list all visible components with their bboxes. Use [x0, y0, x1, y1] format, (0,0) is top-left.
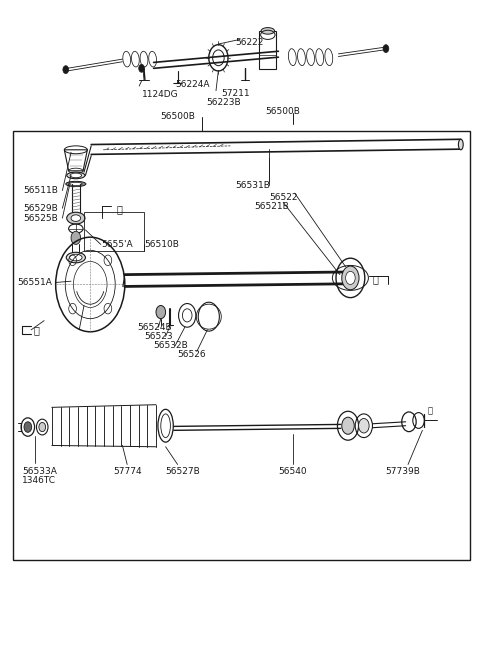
Circle shape [71, 231, 81, 244]
Ellipse shape [67, 172, 85, 179]
Ellipse shape [70, 254, 82, 261]
Ellipse shape [261, 28, 275, 34]
Text: 56540: 56540 [278, 466, 307, 476]
Text: 56526: 56526 [178, 350, 206, 359]
Text: 1124DG: 1124DG [142, 90, 178, 99]
Circle shape [383, 45, 389, 53]
Text: 56522: 56522 [269, 193, 297, 202]
Text: Ⓑ: Ⓑ [33, 325, 39, 335]
Ellipse shape [66, 252, 85, 263]
Circle shape [139, 64, 144, 72]
Circle shape [342, 417, 354, 434]
Text: 57739B: 57739B [386, 466, 420, 476]
Ellipse shape [70, 183, 82, 186]
Text: 56521B: 56521B [254, 202, 289, 211]
Text: Ⓐ: Ⓐ [372, 274, 378, 284]
Circle shape [63, 66, 69, 74]
Text: Ⓐ: Ⓐ [116, 204, 122, 214]
Circle shape [39, 422, 46, 432]
Circle shape [342, 266, 359, 290]
Text: 56222: 56222 [235, 38, 264, 47]
Ellipse shape [458, 139, 463, 150]
Text: 57211: 57211 [221, 89, 250, 98]
Text: 56532B: 56532B [154, 341, 188, 350]
Text: 1346TC: 1346TC [23, 476, 56, 486]
Text: 56529B: 56529B [23, 204, 58, 213]
Text: 56223B: 56223B [206, 98, 241, 107]
Text: 56511B: 56511B [23, 186, 58, 195]
Text: 56524B: 56524B [137, 323, 171, 332]
Circle shape [156, 306, 166, 319]
Text: 5655'A: 5655'A [101, 240, 132, 249]
Ellipse shape [71, 215, 81, 221]
Text: 56531B: 56531B [235, 181, 270, 190]
Text: 56500B: 56500B [266, 107, 300, 116]
Bar [84, 212, 144, 251]
Circle shape [24, 422, 32, 432]
Text: 57774: 57774 [113, 466, 142, 476]
Bar [13, 131, 470, 560]
Text: 56525B: 56525B [23, 214, 58, 223]
Text: 56533A: 56533A [22, 466, 57, 476]
Text: 56551A: 56551A [17, 278, 52, 287]
Circle shape [346, 271, 355, 284]
Ellipse shape [70, 173, 82, 178]
Text: 56510B: 56510B [144, 240, 179, 249]
Text: 56500B: 56500B [160, 112, 195, 122]
Circle shape [359, 419, 369, 433]
Text: 56224A: 56224A [175, 79, 210, 89]
Text: 56523: 56523 [144, 332, 173, 341]
Bar [259, 31, 276, 69]
Text: Ⓒ: Ⓒ [427, 406, 432, 415]
Text: 56527B: 56527B [165, 466, 200, 476]
Ellipse shape [67, 212, 85, 224]
Ellipse shape [66, 181, 86, 187]
